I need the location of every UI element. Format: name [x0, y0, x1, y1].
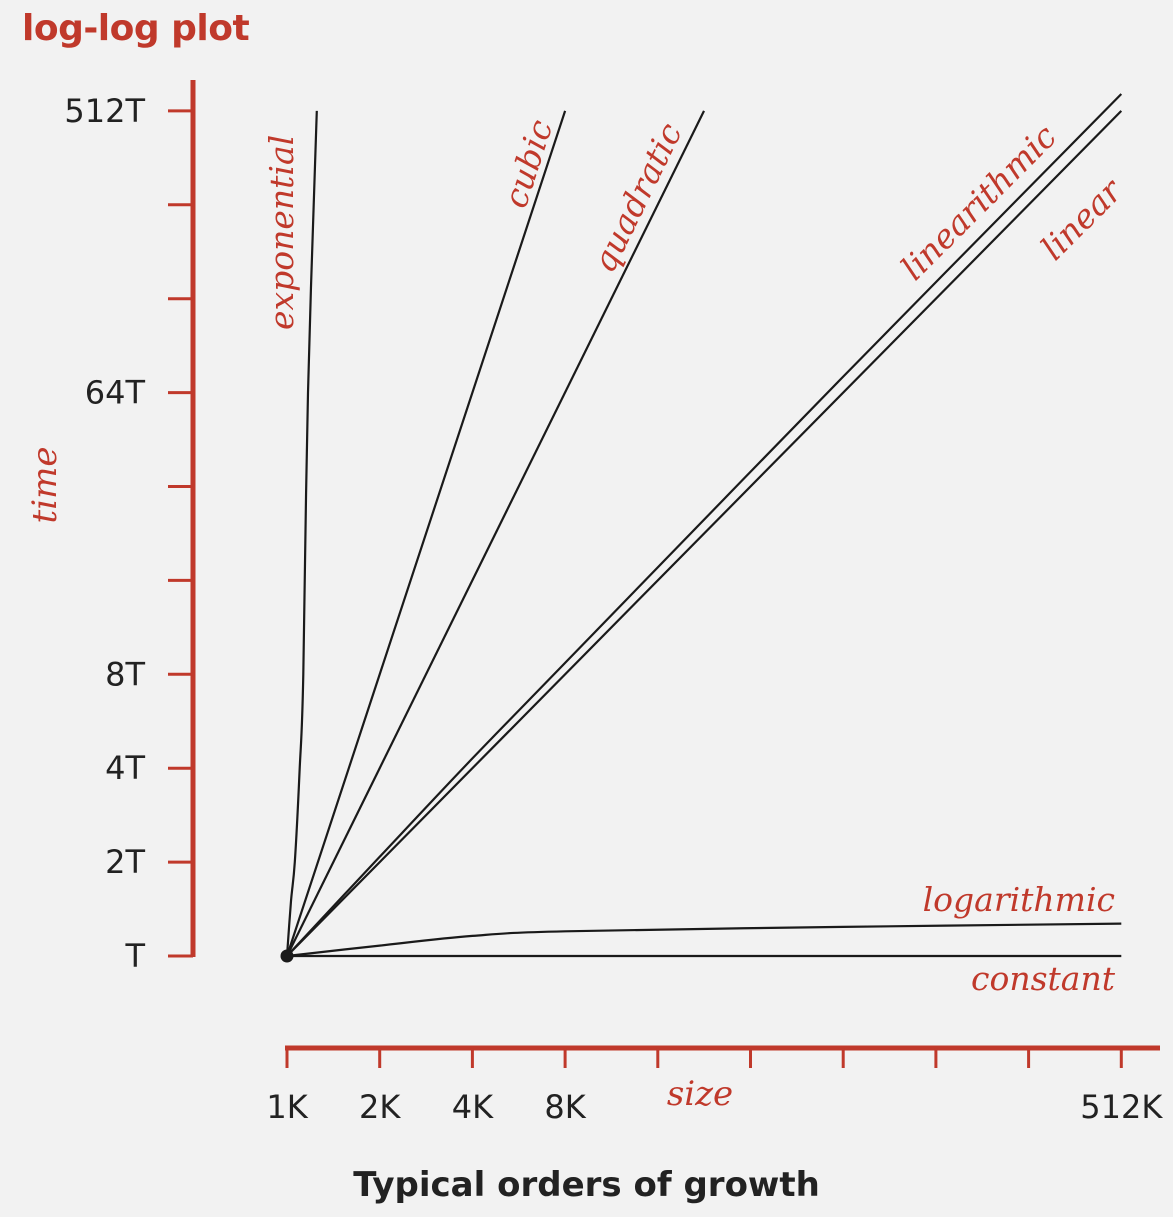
- origin-point: [280, 949, 294, 963]
- series-line-logarithmic: [286, 922, 1122, 958]
- series-line-linearithmic: [286, 93, 1123, 957]
- series-label-quadratic: quadratic: [584, 117, 690, 279]
- series-label-cubic: cubic: [496, 115, 561, 213]
- series-line-quadratic: [286, 110, 705, 957]
- figure-caption: Typical orders of growth: [353, 1165, 820, 1205]
- page-title: log-log plot: [22, 8, 250, 49]
- axes: T 2T 4T 8T 64T 512T 1K 2K 4K 8K 512K: [64, 80, 1163, 1126]
- series-label-linearithmic: linearithmic: [893, 117, 1064, 288]
- x-axis-title: size: [667, 1074, 733, 1114]
- x-tick-label: 512K: [1080, 1088, 1163, 1126]
- y-tick-label: 8T: [105, 655, 145, 693]
- x-tick-label: 8K: [544, 1088, 586, 1126]
- y-tick-label: 64T: [85, 374, 146, 412]
- x-tick-label: 2K: [359, 1088, 401, 1126]
- y-axis-title: time: [25, 447, 65, 524]
- series-labels: constantlogarithmiclinearlinearithmicqua…: [262, 115, 1131, 998]
- series-line-cubic: [285, 110, 567, 957]
- x-tick-label: 1K: [266, 1088, 308, 1126]
- series-line-linear: [286, 110, 1123, 957]
- x-tick-label: 4K: [452, 1088, 494, 1126]
- y-tick-label: T: [124, 937, 145, 975]
- series-lines: [280, 93, 1123, 963]
- y-tick-label: 4T: [105, 749, 145, 787]
- series-label-exponential: exponential: [262, 135, 301, 330]
- series-label-logarithmic: logarithmic: [923, 880, 1115, 919]
- y-tick-label: 512T: [64, 92, 145, 130]
- series-label-constant: constant: [971, 959, 1116, 998]
- series-line-exponential: [285, 110, 318, 957]
- y-tick-label: 2T: [105, 843, 145, 881]
